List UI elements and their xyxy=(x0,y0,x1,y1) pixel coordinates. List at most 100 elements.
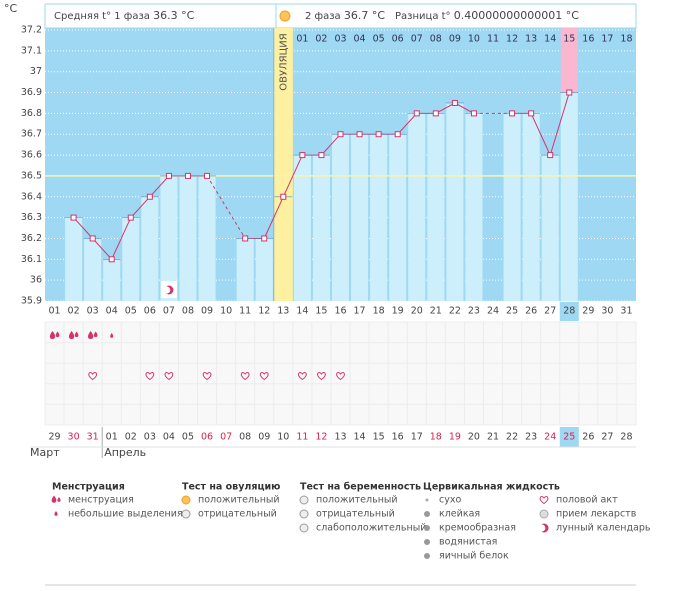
y-tick-label: 36 xyxy=(30,275,42,286)
x-tick-label: 05 xyxy=(125,306,137,317)
bar xyxy=(141,196,159,301)
date-label: 01 xyxy=(106,432,118,443)
point xyxy=(375,131,382,138)
cycle-day-label: 04 xyxy=(354,34,366,45)
point xyxy=(509,110,516,117)
cycle-day-label: 18 xyxy=(620,34,632,45)
cycle-day-label: 12 xyxy=(506,34,518,45)
bar xyxy=(331,134,350,301)
bar xyxy=(84,238,102,301)
date-label: 27 xyxy=(601,432,613,443)
phase1: Средняя t° 1 фаза 36.3 °C xyxy=(54,9,195,22)
cycle-day-label: 02 xyxy=(315,34,327,45)
x-tick-label: 28 xyxy=(563,306,575,317)
legend-item: водянистая xyxy=(439,537,497,548)
point xyxy=(318,152,325,159)
intercourse-icon xyxy=(145,372,155,381)
point xyxy=(566,89,573,96)
cycle-day-label: 16 xyxy=(582,34,594,45)
header-box xyxy=(44,3,277,29)
date-label: 07 xyxy=(220,432,232,443)
bar xyxy=(560,92,578,302)
point xyxy=(184,172,191,179)
x-tick-label: 22 xyxy=(449,306,461,317)
bar xyxy=(522,113,540,301)
legend-item: отрицательный xyxy=(316,509,395,520)
x-tick-label: 26 xyxy=(525,306,537,317)
menstruation-icon xyxy=(88,331,98,339)
x-tick-label: 23 xyxy=(468,306,480,317)
bar xyxy=(122,217,140,301)
spotting-icon xyxy=(110,333,114,338)
x-tick-label: 09 xyxy=(201,306,213,317)
x-tick-label: 08 xyxy=(182,306,194,317)
y-tick-label: 37.1 xyxy=(21,45,42,56)
x-tick-label: 13 xyxy=(277,306,289,317)
date-label: 23 xyxy=(525,432,537,443)
menstruation-icon xyxy=(68,331,79,339)
legend-icon xyxy=(539,496,549,505)
y-tick-label: 36.9 xyxy=(21,87,42,98)
x-tick-label: 11 xyxy=(239,306,251,317)
point xyxy=(528,110,535,117)
date-label: 13 xyxy=(334,432,346,443)
x-tick-label: 30 xyxy=(601,306,613,317)
point xyxy=(470,110,477,117)
legend-item: менструация xyxy=(68,495,134,506)
moon-cut xyxy=(538,524,546,532)
intercourse-icon xyxy=(202,372,212,381)
x-tick-label: 31 xyxy=(620,306,632,317)
date-label: 31 xyxy=(87,432,99,443)
month-label: Апрель xyxy=(104,446,146,459)
gap-connector xyxy=(206,175,246,239)
phase2-label: 2 фаза xyxy=(305,11,341,22)
legend-icon xyxy=(181,509,191,519)
y-tick-label: 36.2 xyxy=(21,233,42,244)
legend-title: Тест на беременность xyxy=(300,482,421,493)
bar xyxy=(427,113,445,301)
point xyxy=(432,110,439,117)
date-label: 02 xyxy=(125,432,137,443)
today-box xyxy=(559,427,579,447)
y-tick-label: 36.6 xyxy=(21,150,42,161)
legend-icon xyxy=(299,495,309,505)
date-label: 09 xyxy=(258,432,270,443)
point xyxy=(394,131,401,138)
phase1-value: 36.3 °C xyxy=(153,9,194,22)
x-tick-label: 17 xyxy=(354,306,366,317)
legend-item: клейкая xyxy=(439,509,480,520)
ovulation-column xyxy=(273,28,293,301)
date-label: 29 xyxy=(48,432,60,443)
intercourse-icon xyxy=(240,372,250,381)
legend-icon xyxy=(299,523,309,533)
legend-icon xyxy=(425,498,429,502)
date-label: 08 xyxy=(239,432,251,443)
legend-icon xyxy=(181,495,191,505)
date-label: 12 xyxy=(315,432,327,443)
x-tick-label: 24 xyxy=(487,306,499,317)
legend-item: сухо xyxy=(439,495,461,506)
legend-icon xyxy=(539,509,549,519)
cycle-day-label: 14 xyxy=(544,34,556,45)
diff: Разница t° 0.40000000000001 °C xyxy=(395,9,579,22)
cycle-day-label: 09 xyxy=(449,34,461,45)
point xyxy=(261,235,268,242)
y-tick-label: 36.4 xyxy=(21,191,42,202)
bar xyxy=(160,175,178,301)
date-label: 16 xyxy=(392,432,404,443)
cycle-day-label: 15 xyxy=(563,34,575,45)
legend-title: Менструация xyxy=(52,482,125,493)
date-label: 21 xyxy=(487,432,499,443)
x-tick-label: 25 xyxy=(506,306,518,317)
highlight-box xyxy=(559,302,579,321)
date-label: 28 xyxy=(620,432,632,443)
x-tick-label: 15 xyxy=(315,306,327,317)
y-unit: °C xyxy=(4,2,18,15)
y-tick-label: 36.5 xyxy=(21,170,42,181)
bar xyxy=(198,175,216,301)
sun-icon xyxy=(279,10,291,22)
menstruation-icon xyxy=(49,331,60,339)
y-tick-label: 36.3 xyxy=(21,212,42,223)
bar xyxy=(236,238,254,301)
